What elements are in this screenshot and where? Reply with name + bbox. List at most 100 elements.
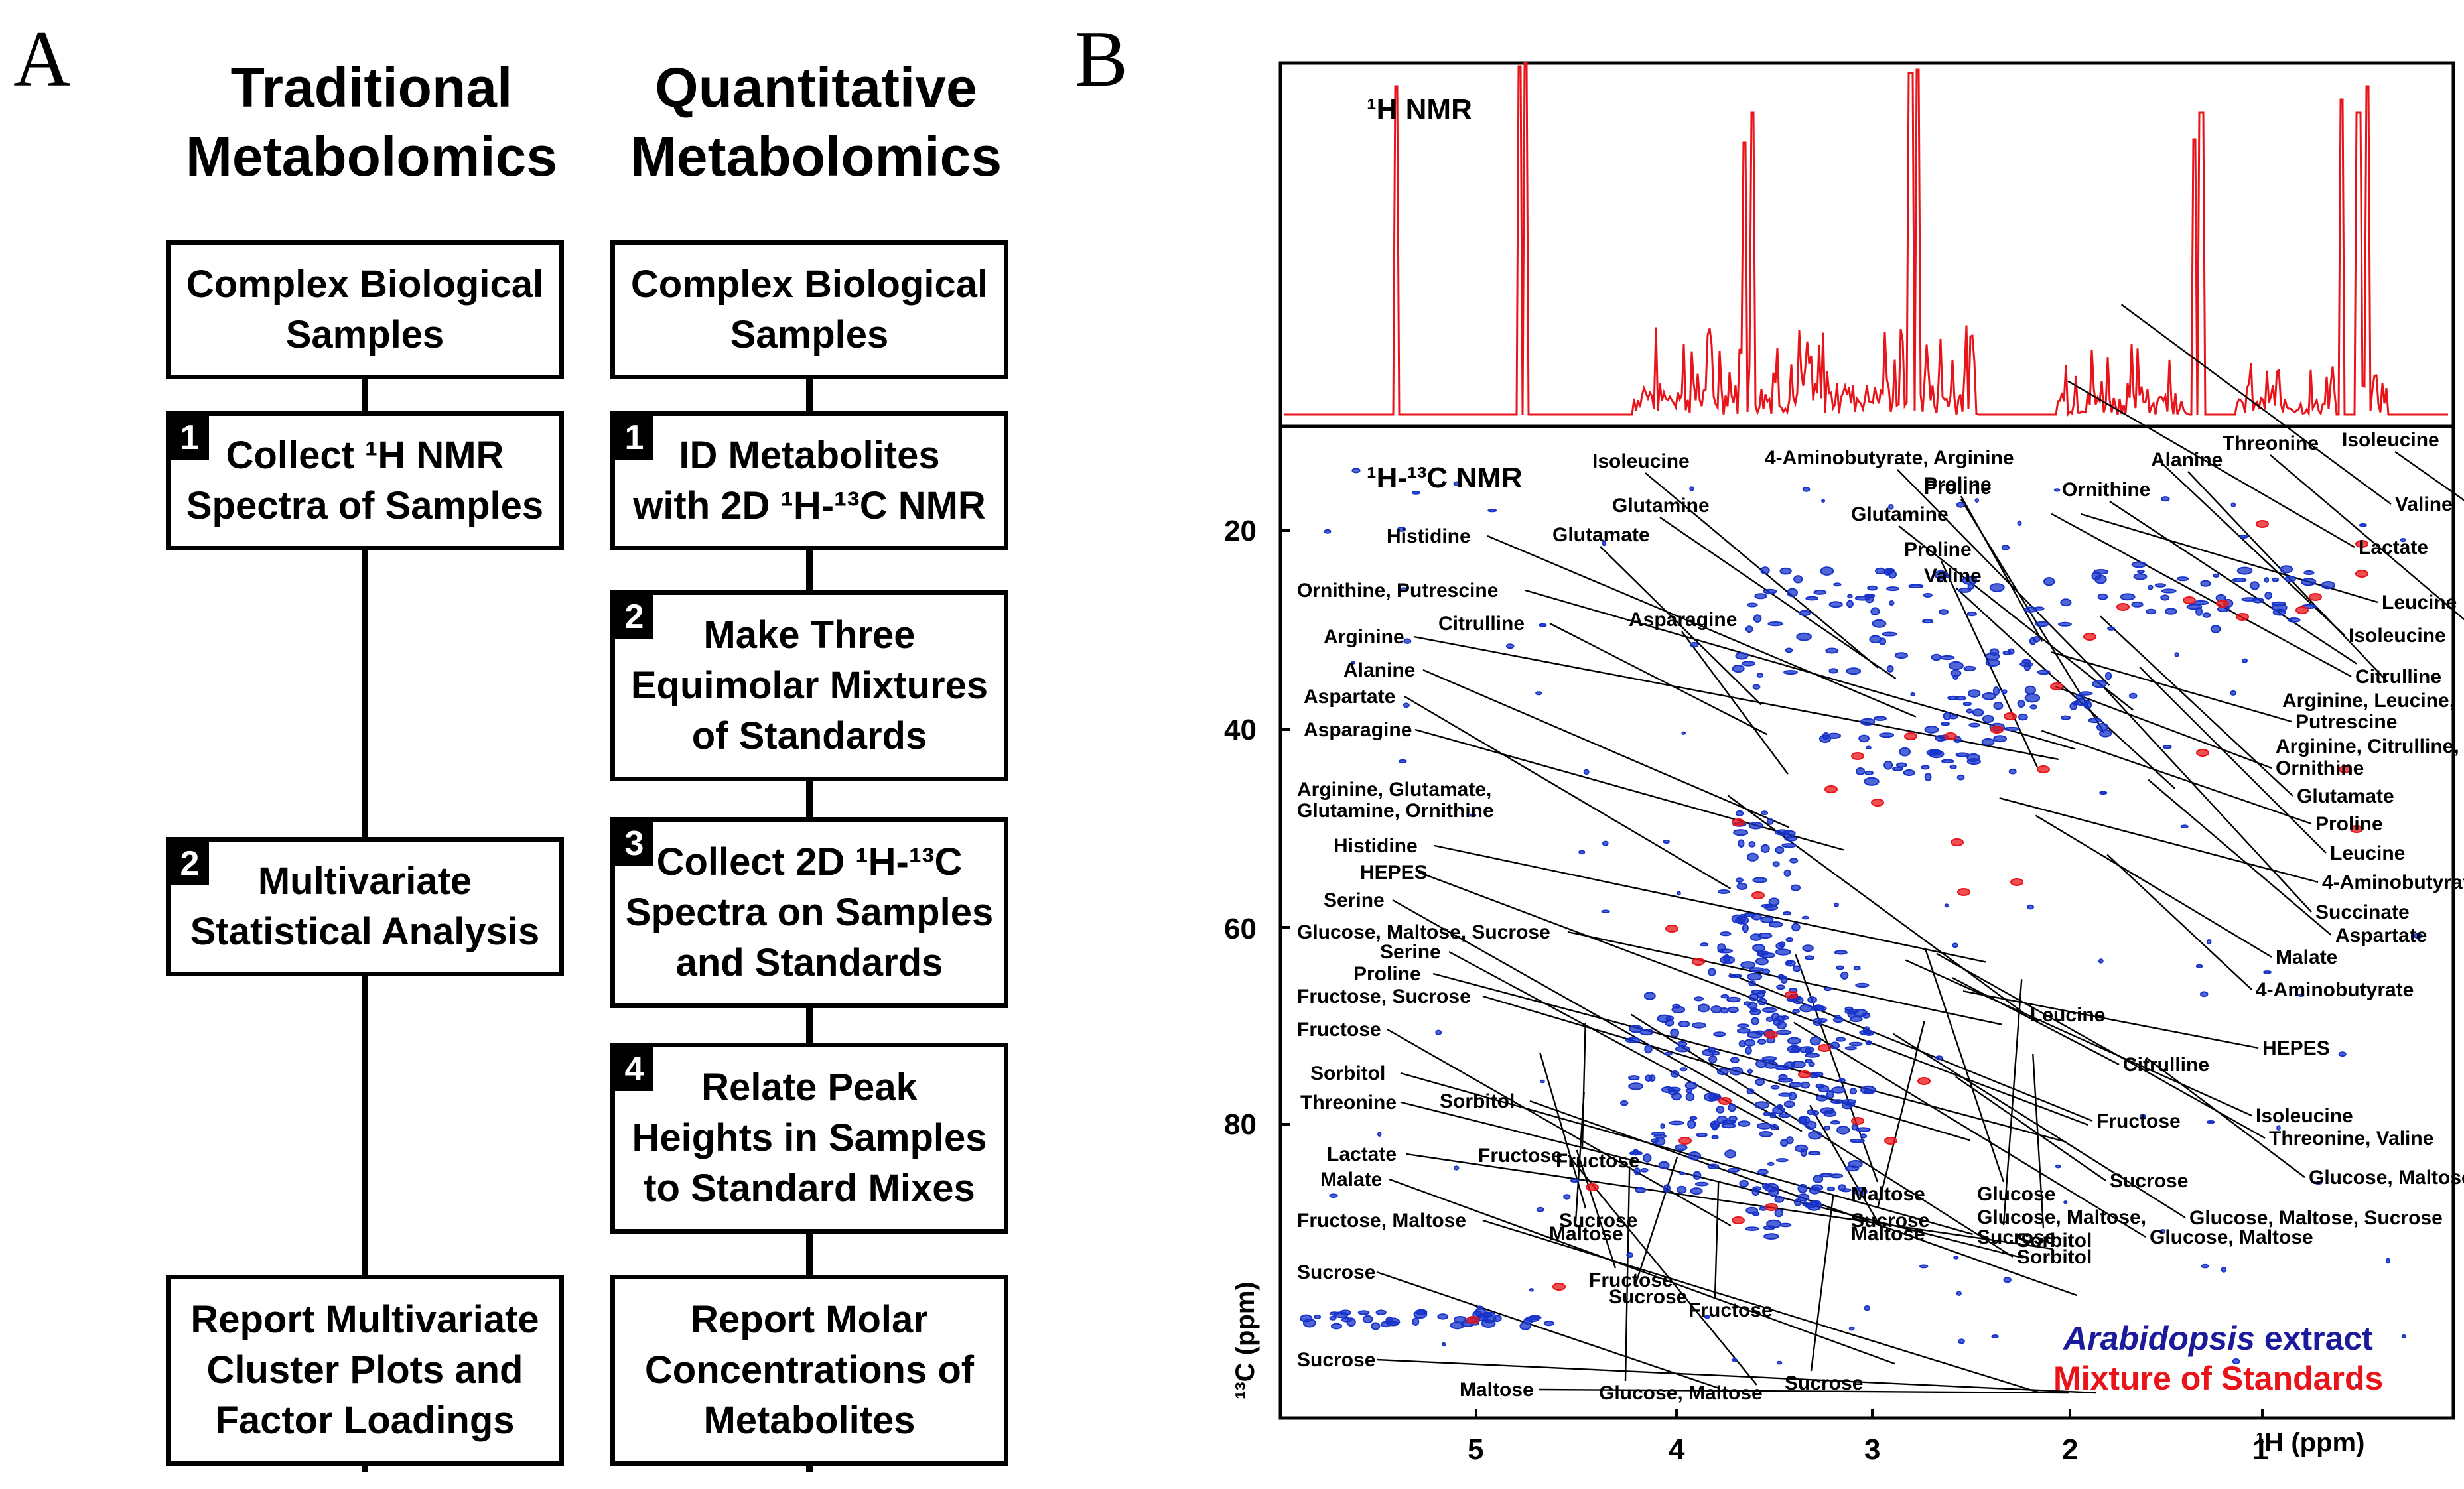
sample-peak: [2241, 658, 2248, 663]
sample-peak: [1711, 1122, 1718, 1131]
sample-peak: [1757, 932, 1773, 939]
sample-peak: [1805, 596, 1819, 601]
leader-line: [1574, 1092, 1585, 1222]
sample-peak: [1991, 1334, 1999, 1338]
sample-peak: [1808, 1151, 1821, 1156]
leader-line: [2067, 380, 2355, 549]
sample-peak: [1689, 1116, 1698, 1120]
sample-peak: [1815, 1083, 1824, 1089]
sample-peak: [1625, 1037, 1641, 1043]
leader-line: [1925, 949, 2005, 1183]
sample-peak: [2003, 1277, 2012, 1283]
sample-peak: [2029, 704, 2037, 710]
sample-peak: [1953, 1256, 1959, 1260]
sample-peak: [1764, 1061, 1779, 1069]
sample-peak: [2055, 1164, 2061, 1169]
sample-peak: [1830, 1099, 1844, 1104]
sample-peak: [2264, 591, 2272, 600]
sample-peak: [1724, 1149, 1736, 1159]
sample-peak: [1763, 1112, 1771, 1116]
sample-peak: [1578, 850, 1586, 855]
sample-peak: [2264, 577, 2270, 583]
sample-peak: [2148, 584, 2154, 590]
sample-peak: [1334, 1311, 1349, 1319]
sample-peak: [2131, 561, 2147, 568]
standard-peak: [2010, 878, 2023, 886]
sample-peak: [1752, 944, 1765, 952]
sample-peak: [1775, 948, 1791, 956]
sample-peak: [2161, 496, 2170, 502]
leader-line: [1376, 1271, 1720, 1390]
sample-peak: [1749, 967, 1765, 972]
sample-peak: [1759, 1131, 1773, 1137]
sample-peak: [1654, 1137, 1666, 1146]
sample-peak: [2200, 580, 2211, 587]
sample-peak: [1749, 993, 1759, 1002]
sample-peak: [1778, 1074, 1788, 1080]
sample-peak: [1967, 583, 1974, 590]
x-tick-label: 2: [2062, 1433, 2078, 1466]
step-number-badge: 3: [615, 822, 653, 866]
sample-peak: [1908, 584, 1924, 588]
1h-nmr-label: ¹H NMR: [1367, 94, 1472, 126]
annotation-left: Citrulline: [1438, 613, 1525, 635]
sample-peak: [1400, 587, 1408, 592]
sample-peak: [1735, 810, 1744, 817]
sample-peak: [1830, 1041, 1840, 1050]
annotation-left: Maltose: [1460, 1379, 1534, 1401]
sample-peak: [1543, 1321, 1554, 1327]
sample-peak: [1873, 716, 1887, 722]
trad-box-text: Collect ¹H NMR Spectra of Samples: [186, 434, 544, 527]
sample-peak: [1982, 714, 1994, 724]
sample-peak: [1828, 601, 1843, 608]
sample-peak: [1924, 773, 1932, 781]
sample-peak: [1751, 1187, 1760, 1197]
sample-peak: [1708, 1093, 1722, 1101]
annotation-left: HEPES: [1360, 862, 1428, 883]
sample-peak: [1865, 1040, 1872, 1045]
legend-standards: Mixture of Standards: [2053, 1360, 2383, 1397]
quant-box-report: Report Molar Concentrations of Metabolit…: [610, 1275, 1008, 1466]
sample-peak: [1894, 652, 1909, 659]
sample-peak: [2230, 502, 2236, 508]
sample-peak: [2210, 625, 2221, 633]
sample-peak: [1757, 990, 1765, 998]
standard-peak: [1765, 1031, 1778, 1039]
sample-peak: [1453, 1165, 1460, 1171]
annotation-bottom: Fructose: [1589, 1269, 1673, 1291]
sample-peak: [1855, 1127, 1871, 1132]
sample-peak: [1870, 607, 1880, 616]
standard-peak: [1871, 799, 1884, 807]
sample-peak: [1748, 841, 1756, 848]
sample-peak: [1679, 1067, 1688, 1072]
sample-peak: [1694, 1181, 1709, 1187]
annotation-left: Alanine: [1343, 659, 1415, 681]
annotation-left: Histidine: [1387, 525, 1471, 547]
sample-peak: [1921, 619, 1934, 624]
1h-spectrum-trace: [1284, 62, 2448, 417]
sample-peak: [1736, 882, 1748, 891]
annotation-left: Aspartate: [1304, 686, 1395, 708]
hsqc-label: ¹H-¹³C NMR: [1367, 462, 1523, 494]
sample-peak: [1330, 1323, 1343, 1330]
annotation-left: Lactate: [1327, 1143, 1397, 1165]
panel-a-letter: A: [13, 15, 71, 103]
sample-peak: [1992, 686, 2000, 696]
sample-peak: [1375, 1309, 1387, 1315]
leader-line: [1387, 1028, 1732, 1227]
sample-peak: [2386, 1258, 2390, 1264]
annotation-left: Arginine, Glutamate,: [1297, 779, 1491, 801]
standard-peak: [1957, 888, 1970, 896]
sample-peak: [2263, 970, 2272, 974]
sample-peak: [1784, 836, 1798, 842]
sample-peak: [1780, 1015, 1789, 1020]
sample-peak: [1735, 652, 1749, 660]
x-tick-label: 5: [1468, 1433, 1483, 1466]
sample-peak: [1802, 944, 1814, 952]
sample-peak: [1833, 902, 1840, 907]
sample-peak: [1633, 1167, 1641, 1175]
x-tick-label: 1: [2252, 1433, 2268, 1466]
sample-peak: [1735, 916, 1749, 925]
sample-peak: [1403, 702, 1410, 708]
standard-peak: [1732, 818, 1745, 826]
